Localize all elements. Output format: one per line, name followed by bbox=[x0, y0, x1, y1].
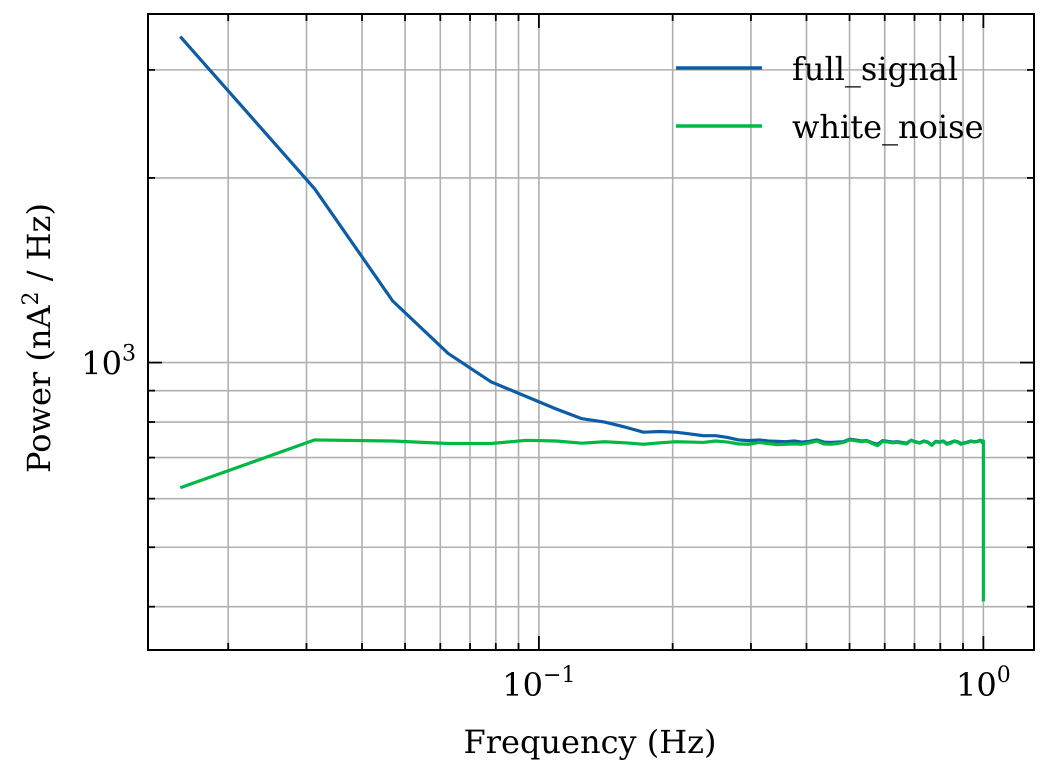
legend: full_signal white_noise bbox=[676, 50, 984, 146]
series-line-full-signal bbox=[179, 35, 985, 447]
grid bbox=[148, 14, 1034, 650]
x-axis-label: Frequency (Hz) bbox=[464, 723, 717, 761]
tick-labels: 10−1 100 103 bbox=[81, 342, 1010, 704]
x-tick-label: 100 bbox=[956, 663, 1011, 704]
y-axis-label-suffix: / Hz) bbox=[20, 203, 58, 291]
y-axis-label: Power (nA2 / Hz) bbox=[19, 203, 58, 473]
y-axis-label-prefix: Power (nA bbox=[20, 305, 58, 473]
x-tick-label: 10−1 bbox=[502, 663, 575, 704]
series-line-white-noise bbox=[179, 438, 985, 602]
legend-label-full-signal: full_signal bbox=[792, 50, 958, 88]
ticks bbox=[148, 14, 1034, 650]
legend-label-white-noise: white_noise bbox=[792, 108, 984, 146]
plot-frame bbox=[147, 13, 1035, 651]
series-layer bbox=[179, 35, 985, 602]
y-axis-label-superscript: 2 bbox=[19, 291, 44, 305]
y-tick-label: 103 bbox=[81, 342, 136, 383]
